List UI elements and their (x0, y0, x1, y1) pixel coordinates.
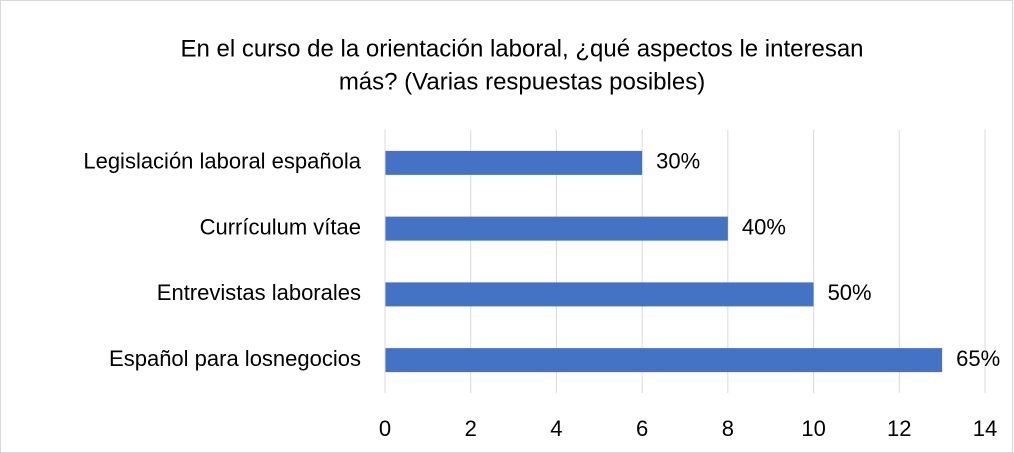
data-label: 40% (742, 214, 786, 239)
chart-title: más? (Varias respuestas posibles) (339, 68, 705, 95)
y-tick-label: Español para losnegocios (109, 346, 361, 371)
x-tick-label: 14 (973, 416, 997, 441)
data-label: 65% (956, 346, 1000, 371)
x-tick-label: 2 (465, 416, 477, 441)
bar (385, 216, 728, 241)
data-label: 30% (656, 149, 700, 174)
y-tick-label: Entrevistas laborales (157, 280, 361, 305)
y-tick-label: Legislación laboral española (83, 149, 361, 174)
x-tick-label: 4 (550, 416, 562, 441)
x-tick-label: 8 (722, 416, 734, 441)
bar (385, 348, 943, 373)
x-tick-label: 10 (801, 416, 825, 441)
x-tick-label: 12 (887, 416, 911, 441)
bar (385, 150, 643, 175)
x-tick-label: 0 (379, 416, 391, 441)
data-label: 50% (828, 280, 872, 305)
chart-title: En el curso de la orientación laboral, ¿… (180, 35, 863, 62)
bar (385, 282, 814, 307)
x-tick-label: 6 (636, 416, 648, 441)
y-tick-label: Currículum vítae (200, 214, 361, 239)
